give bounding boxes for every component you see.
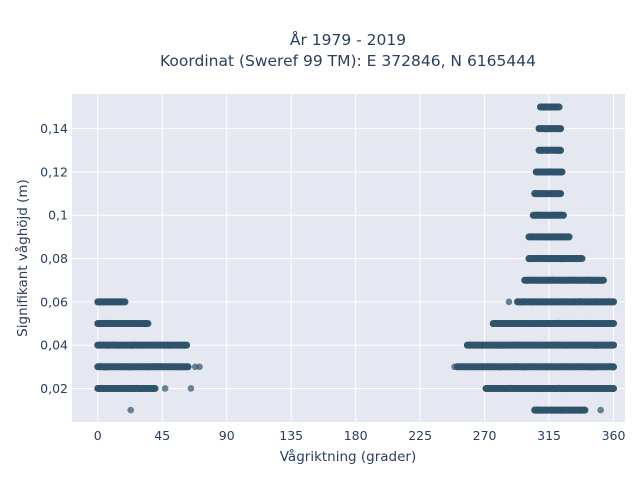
data-point-outlier bbox=[506, 299, 513, 306]
data-point bbox=[144, 320, 151, 327]
data-point bbox=[577, 255, 584, 262]
y-tick-label: 0,04 bbox=[40, 338, 68, 353]
x-tick-label: 0 bbox=[94, 428, 102, 443]
y-tick-label: 0,02 bbox=[40, 381, 68, 396]
data-point bbox=[610, 364, 617, 371]
data-point bbox=[554, 103, 561, 110]
data-point bbox=[560, 212, 567, 219]
data-point-outlier bbox=[597, 407, 604, 414]
x-tick-label: 225 bbox=[408, 428, 432, 443]
data-point bbox=[557, 190, 564, 197]
data-point bbox=[559, 168, 566, 175]
data-point bbox=[557, 147, 564, 154]
chart-title-line-2: Koordinat (Sweref 99 TM): E 372846, N 61… bbox=[160, 52, 536, 70]
y-tick-label: 0,08 bbox=[40, 251, 68, 266]
data-point bbox=[581, 407, 588, 414]
x-tick-label: 315 bbox=[537, 428, 561, 443]
data-point bbox=[183, 342, 190, 349]
x-tick-label: 360 bbox=[602, 428, 626, 443]
data-point-outlier bbox=[196, 363, 203, 370]
x-tick-label: 90 bbox=[219, 428, 235, 443]
data-point bbox=[599, 277, 606, 284]
data-point-outlier bbox=[127, 407, 134, 414]
data-point bbox=[564, 234, 571, 241]
x-axis-title: Vågriktning (grader) bbox=[280, 448, 417, 465]
data-point bbox=[557, 125, 564, 132]
x-tick-label: 135 bbox=[279, 428, 303, 443]
data-point-outlier bbox=[451, 363, 458, 370]
y-axis-title: Signifikant våghöjd (m) bbox=[14, 179, 31, 337]
scatter-chart: År 1979 - 2019 Koordinat (Sweref 99 TM):… bbox=[0, 0, 640, 480]
y-tick-label: 0,12 bbox=[40, 164, 68, 179]
y-tick-label: 0,14 bbox=[40, 121, 68, 136]
data-point bbox=[185, 364, 192, 371]
data-point-outlier bbox=[162, 385, 169, 392]
data-point bbox=[610, 298, 617, 305]
y-tick-label: 0,06 bbox=[40, 294, 68, 309]
chart-title-line-1: År 1979 - 2019 bbox=[290, 30, 406, 49]
data-point-outlier bbox=[188, 385, 195, 392]
x-tick-label: 45 bbox=[154, 428, 170, 443]
data-point bbox=[610, 385, 617, 392]
y-tick-label: 0,1 bbox=[48, 208, 68, 223]
data-point bbox=[150, 385, 157, 392]
x-tick-label: 270 bbox=[473, 428, 497, 443]
data-point bbox=[610, 320, 617, 327]
data-point bbox=[120, 299, 127, 306]
x-tick-label: 180 bbox=[344, 428, 368, 443]
data-point bbox=[610, 341, 617, 348]
